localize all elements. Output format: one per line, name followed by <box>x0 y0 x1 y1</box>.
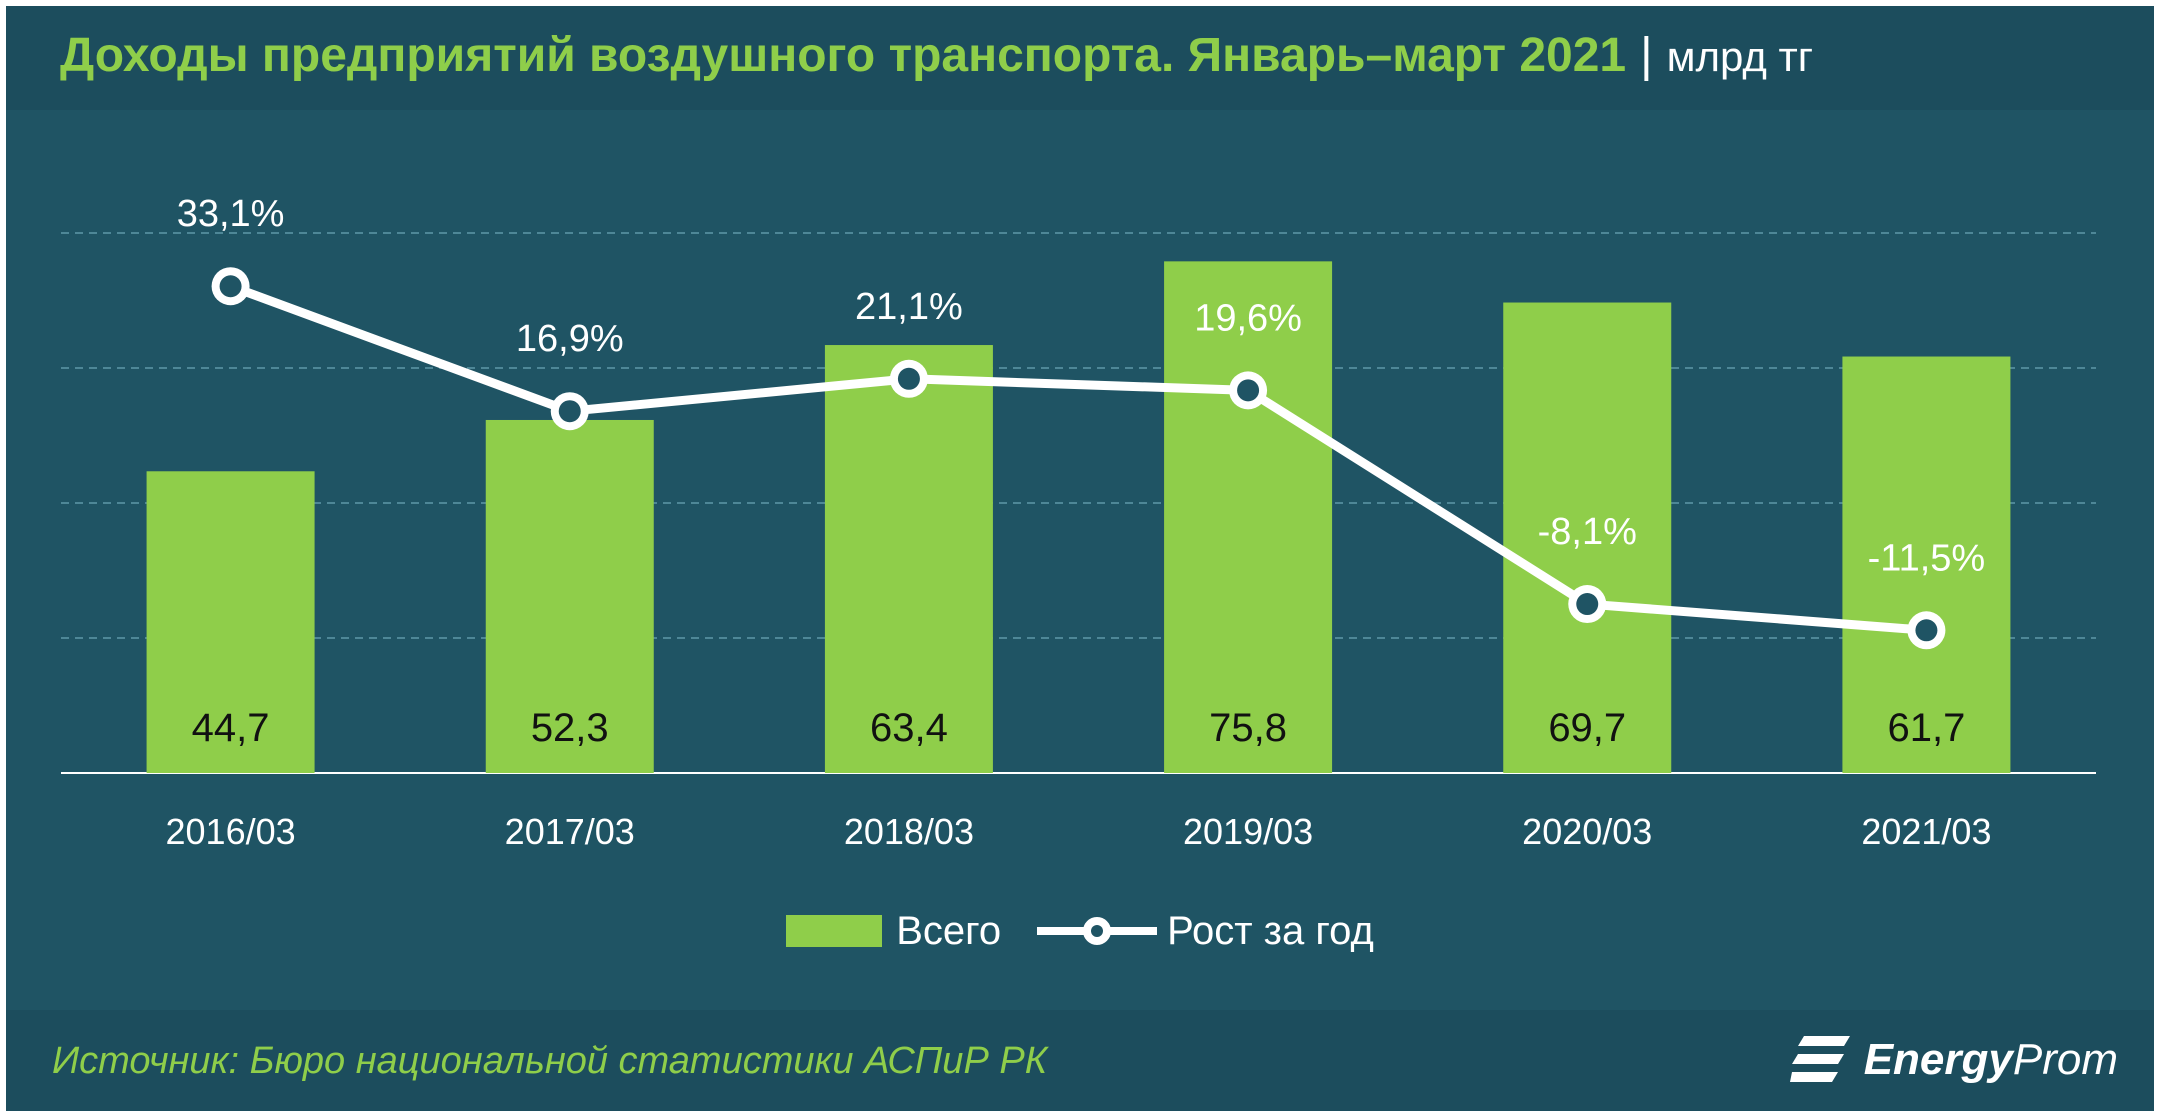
bar <box>485 419 654 773</box>
logo-text: EnergyProm <box>1864 1035 2118 1085</box>
x-tick-label: 2017/03 <box>505 811 635 852</box>
title-text: Доходы предприятий воздушного транспорта… <box>60 29 1627 82</box>
bar-value-label: 69,7 <box>1548 706 1626 750</box>
bar <box>1842 356 2011 773</box>
legend-line-label: Рост за год <box>1167 908 1374 953</box>
growth-value-label: 33,1% <box>177 193 285 235</box>
bar-value-label: 75,8 <box>1209 706 1287 750</box>
header-bar: Доходы предприятий воздушного транспорта… <box>6 6 2154 110</box>
bar-labels: 44,7 52,3 63,4 75,8 69,7 61,7 <box>192 706 1966 750</box>
legend-item-line: Рост за год <box>1037 909 1374 954</box>
logo: EnergyProm <box>1789 1030 2118 1090</box>
logo-text-bold: Energy <box>1863 1035 2013 1084</box>
growth-value-label: 19,6% <box>1194 297 1302 339</box>
bar-value-label: 44,7 <box>192 706 270 750</box>
growth-value-label: -11,5% <box>1868 537 1986 579</box>
title-unit: млрд тг <box>1666 33 1814 80</box>
bar <box>146 471 315 773</box>
growth-line-path <box>229 282 1927 635</box>
bar-value-label: 61,7 <box>1887 706 1965 750</box>
legend: Всего Рост за год <box>6 901 2154 961</box>
title-separator: | <box>1640 29 1653 82</box>
legend-item-bar: Всего <box>786 909 1001 954</box>
x-tick-label: 2019/03 <box>1183 811 1313 852</box>
legend-line-swatch <box>1037 917 1158 945</box>
growth-point-center <box>219 275 242 298</box>
legend-bar-swatch <box>786 915 883 947</box>
growth-point-center <box>897 367 920 390</box>
chart-svg: 44,7 52,3 63,4 75,8 69,7 61,7 2016/03 2017/03 2… <box>61 193 2096 852</box>
growth-point-center <box>558 400 581 423</box>
growth-point-center <box>1915 619 1938 642</box>
growth-value-label: -8,1% <box>1538 511 1637 553</box>
energyprom-logo-icon <box>1789 1036 1850 1082</box>
growth-value-label: 21,1% <box>855 286 963 328</box>
growth-point-center <box>1237 379 1260 402</box>
legend-bar-label: Всего <box>896 908 1002 953</box>
growth-point-center <box>1576 593 1599 616</box>
bar <box>1503 302 1672 773</box>
x-tick-label: 2016/03 <box>166 811 296 852</box>
x-tick-labels: 2016/03 2017/03 2018/03 2019/03 2020/03 2021/… <box>166 811 1992 852</box>
grid-lines <box>61 232 2096 774</box>
bar <box>824 345 993 773</box>
source-note: Источник: Бюро национальной статистики А… <box>52 1040 1048 1082</box>
bar <box>1164 261 1333 773</box>
x-tick-label: 2018/03 <box>844 811 974 852</box>
x-tick-label: 2021/03 <box>1861 811 1991 852</box>
growth-line <box>211 267 1946 650</box>
footer-bar: Источник: Бюро национальной статистики А… <box>6 1010 2154 1111</box>
logo-text-rest: Prom <box>2012 1035 2118 1084</box>
bar-value-label: 52,3 <box>531 706 609 750</box>
chart-title: Доходы предприятий воздушного транспорта… <box>60 28 1813 83</box>
bar-value-label: 63,4 <box>870 706 948 750</box>
x-tick-label: 2020/03 <box>1522 811 1652 852</box>
growth-labels: 33,1% 16,9% 21,1% 19,6% -8,1% -11,5% <box>177 193 1986 579</box>
bars <box>146 261 2011 773</box>
growth-value-label: 16,9% <box>516 318 624 360</box>
